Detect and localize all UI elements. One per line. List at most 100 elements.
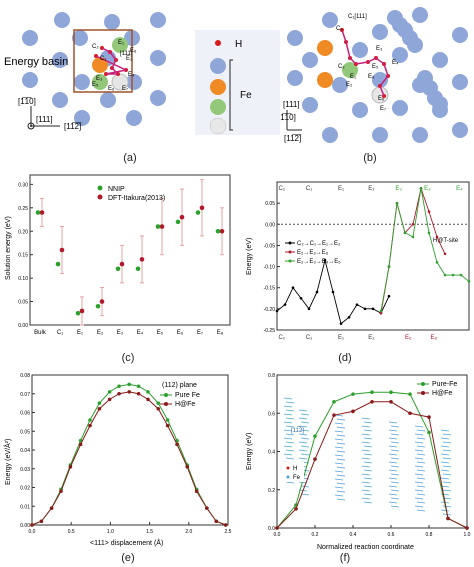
f-xlabel: Normalized reaction coordinate (317, 544, 414, 551)
site-label-a: E₁ (118, 40, 124, 46)
fe-atom (302, 52, 318, 68)
fe-column-segment (285, 457, 295, 460)
c-point-nnip (215, 228, 221, 234)
site-label-b: E₁ (350, 74, 356, 80)
fe-column-segment (388, 501, 398, 504)
d-series-point (275, 309, 279, 313)
fe-column-segment (283, 397, 293, 400)
site-label-a: E₈ (130, 48, 137, 54)
fe-column-segment (363, 501, 373, 504)
fe-column-segment (300, 445, 310, 448)
fe-column-segment (388, 477, 398, 480)
d-series-point (467, 280, 471, 283)
fe-column-segment (363, 477, 373, 480)
fe-column-segment (285, 425, 295, 428)
e-series-point (156, 406, 161, 411)
d-series-point (387, 265, 391, 268)
d-series-point (379, 309, 383, 313)
fe-column-segment (440, 429, 450, 432)
c-point-nnip (155, 224, 161, 229)
c-point-dft (59, 247, 65, 253)
fe-column-segment (442, 433, 452, 436)
h-diffusion-path (95, 47, 129, 75)
fe-column-segment (390, 481, 400, 484)
c-point-nnip (55, 261, 61, 267)
c-ylabel: Solution energy (eV) (5, 216, 12, 280)
fe-column-segment (442, 489, 452, 492)
fe-column-segment (363, 493, 373, 496)
fe-column-segment (416, 493, 426, 496)
axis-dir-3: [11̅2̅] (64, 122, 82, 131)
e-series-point (136, 384, 141, 389)
d-series-point (347, 316, 351, 319)
fe-column-segment (285, 417, 295, 420)
fe-atom (52, 52, 68, 68)
d-series-point (299, 296, 303, 300)
fe-column-segment (390, 457, 400, 460)
f-ytick-label: 0.4 (268, 450, 275, 456)
fe-column-segment (414, 433, 424, 436)
caption-f: (f) (339, 552, 351, 564)
fe-column-segment (440, 461, 450, 464)
e-ytick-label: 0.02 (20, 486, 30, 492)
panel-b-top-label: C₁[111] (348, 14, 367, 20)
f-series-point (408, 392, 412, 396)
fe-column-segment (298, 457, 308, 460)
d-series-point (451, 273, 455, 277)
e-ylabel: Energy (eV/Å²) (3, 439, 12, 485)
fe-atom (322, 127, 338, 143)
fe-column-segment (298, 425, 308, 428)
d-series-point (403, 231, 407, 235)
fe-column-segment (388, 461, 398, 464)
e-xtick-label: 0.0 (29, 529, 36, 535)
fe-atom (452, 74, 468, 90)
fe-column-segment (334, 486, 344, 489)
d-series-point (459, 273, 463, 277)
c-xtick-label: E₃ (117, 330, 124, 336)
fe-column-segment (298, 449, 308, 452)
fe-column-segment (361, 457, 371, 460)
e-series-point (156, 401, 161, 405)
e-series-point (146, 390, 150, 394)
f-xtick-label: 0.0 (274, 532, 281, 538)
d-top-label: E₄ (456, 186, 463, 192)
fe-column-segment (390, 425, 400, 428)
fe-column-segment (361, 441, 371, 444)
e-series-point (117, 391, 121, 396)
fe-column-segment (363, 421, 373, 424)
fe-column-segment (440, 445, 450, 448)
fe-column-segment (298, 441, 308, 444)
e-series-line (31, 391, 226, 526)
fe-atom (150, 12, 166, 28)
fe-atom (100, 92, 116, 108)
c-xtick-label: E₄ (137, 330, 144, 336)
fe-column-segment (363, 429, 373, 432)
fe-column-segment (416, 477, 426, 480)
d-series-point (379, 311, 383, 315)
d-series-line (380, 188, 470, 312)
axis-dir-2: [111] (36, 115, 53, 124)
e-series-point (88, 418, 92, 422)
e-series-point (30, 523, 34, 527)
c-xtick-label: E₆ (177, 330, 184, 336)
fe-column-segment (361, 417, 371, 420)
fe-column-segment (361, 433, 371, 436)
fe-column-segment (336, 442, 346, 445)
e-ytick-label: 0.01 (20, 504, 30, 510)
c-xtick-label: C₁ (57, 330, 63, 336)
d-top-label: E₂ (368, 186, 375, 192)
energy-basin-box (73, 29, 133, 93)
fe-atom (287, 30, 303, 46)
c-ytick-label: 0.20 (18, 229, 28, 235)
fe-atom (352, 102, 368, 118)
d-series-point (355, 303, 359, 306)
site-label-a: E₂ (126, 56, 133, 62)
f-ytick-label: 0.2 (268, 488, 275, 494)
d-top-label: E₁ (338, 186, 344, 192)
f-series-point (370, 399, 374, 404)
c-point-nnip (175, 219, 181, 225)
f-series-line (276, 401, 468, 529)
fe-legend-blue (210, 58, 226, 74)
fe-column-segment (416, 509, 426, 512)
d-series-point (363, 307, 367, 311)
